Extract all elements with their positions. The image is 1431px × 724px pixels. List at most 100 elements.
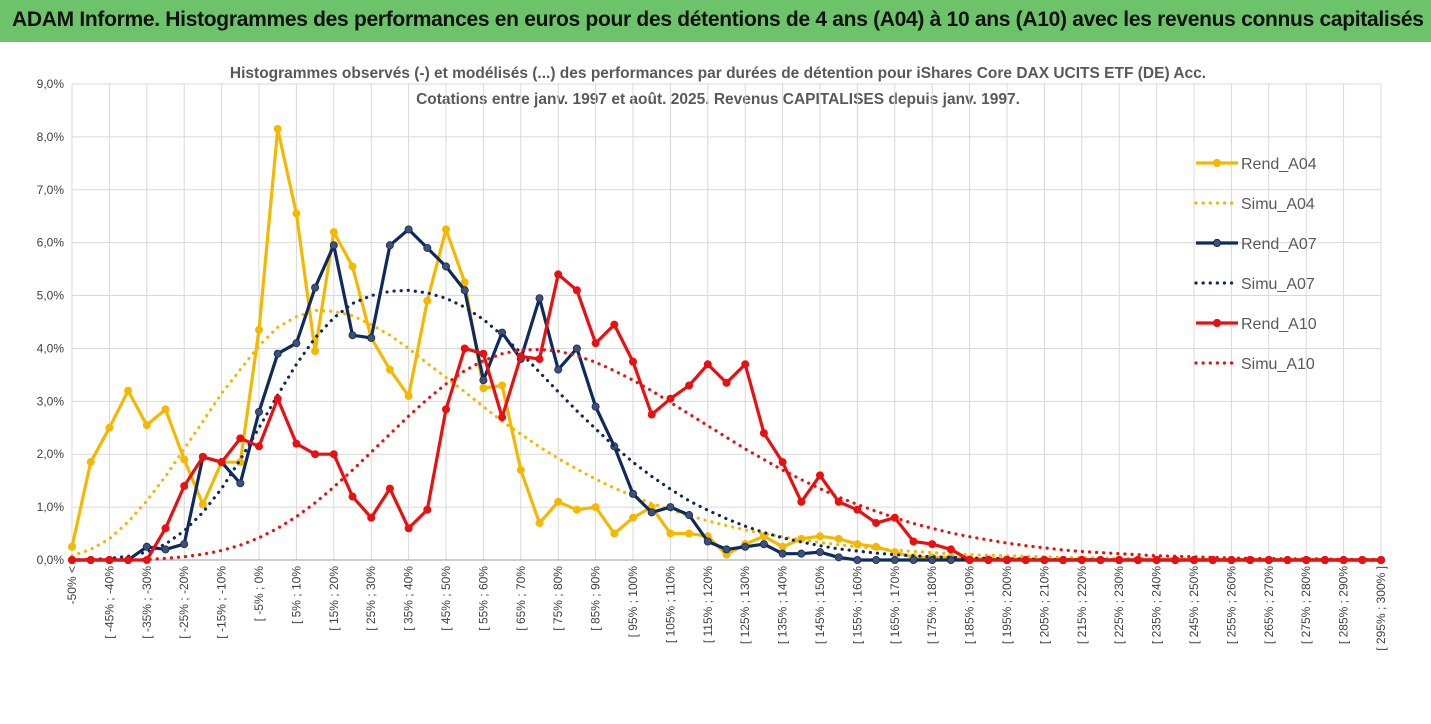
data-point-rend-a04	[292, 209, 301, 218]
data-point-rend-a04	[68, 542, 77, 551]
data-point-rend-a04	[105, 423, 114, 432]
y-tick-label: 1,0%	[37, 500, 65, 514]
x-tick-label: [ 235% ; 240%	[1150, 566, 1164, 644]
data-point-rend-a10	[554, 270, 563, 279]
y-tick-label: 4,0%	[37, 341, 65, 355]
x-tick-label: [ 155% ; 160%	[850, 566, 864, 644]
x-tick-label: [ 85% ; 90%	[589, 566, 603, 631]
data-point-rend-a10	[311, 450, 320, 459]
chart-subtitle: Cotations entre janv. 1997 et août. 2025…	[416, 91, 1020, 108]
chart-background	[0, 42, 1431, 719]
data-point-rend-a10	[329, 450, 338, 459]
x-tick-label: [ 115% ; 120%	[701, 566, 715, 643]
data-point-rend-a07	[872, 556, 881, 565]
x-tick-label: [ 215% ; 220%	[1075, 566, 1089, 644]
data-point-rend-a10	[610, 320, 619, 329]
data-point-rend-a10	[591, 339, 600, 348]
x-tick-label: [ 55% ; 60%	[476, 566, 490, 631]
x-tick-label: [ 95% ; 100%	[626, 566, 640, 638]
x-tick-label: [ 125% ; 130%	[738, 566, 752, 644]
data-point-rend-a07	[759, 540, 768, 549]
series-lines	[68, 124, 1386, 565]
data-point-rend-a10	[217, 458, 226, 467]
data-point-rend-a07	[441, 262, 450, 271]
data-point-rend-a10	[423, 505, 432, 514]
data-point-rend-a07	[741, 542, 750, 551]
legend-marker-rend-a04	[1212, 158, 1222, 168]
legend-label-rend-a04: Rend_A04	[1241, 156, 1317, 173]
data-point-rend-a04	[629, 513, 638, 522]
x-tick-label: [ 225% ; 230%	[1112, 566, 1126, 644]
data-point-rend-a10	[722, 378, 731, 387]
title-banner: ADAM Informe. Histogrammes des performan…	[0, 0, 1431, 43]
data-point-rend-a10	[1133, 556, 1142, 565]
data-point-rend-a07	[703, 537, 712, 546]
legend-marker-rend-a10	[1212, 318, 1222, 328]
data-point-rend-a04	[142, 421, 151, 430]
x-tick-label: [ -35% ; -30%	[140, 566, 154, 639]
data-point-rend-a07	[816, 548, 825, 557]
data-point-rend-a10	[928, 540, 937, 549]
performance-histogram-chart: Histogrammes observés (-) et modélisés (…	[0, 42, 1431, 719]
data-point-rend-a10	[778, 458, 787, 467]
data-point-rend-a04	[385, 365, 394, 374]
data-point-rend-a10	[629, 357, 638, 366]
y-tick-label: 6,0%	[37, 236, 65, 250]
data-point-rend-a07	[554, 365, 563, 374]
data-point-rend-a07	[797, 549, 806, 558]
data-point-rend-a10	[385, 484, 394, 493]
data-point-rend-a07	[535, 294, 544, 303]
x-tick-label: [ 25% ; 30%	[364, 566, 378, 631]
x-tick-label: [ -15% ; -10%	[215, 566, 229, 639]
data-point-rend-a04	[273, 124, 282, 133]
data-point-rend-a07	[142, 542, 151, 551]
data-point-rend-a10	[797, 497, 806, 506]
data-point-rend-a10	[647, 410, 656, 419]
data-point-rend-a07	[591, 402, 600, 411]
chart-title: Histogrammes observés (-) et modélisés (…	[230, 65, 1206, 82]
data-point-rend-a07	[329, 241, 338, 250]
data-point-rend-a10	[180, 481, 189, 490]
data-point-rend-a04	[329, 228, 338, 237]
data-point-rend-a10	[516, 352, 525, 361]
data-point-rend-a07	[890, 556, 899, 565]
data-point-rend-a04	[198, 500, 207, 509]
data-point-rend-a07	[909, 556, 918, 565]
data-point-rend-a04	[254, 325, 263, 334]
y-tick-label: 5,0%	[37, 289, 65, 303]
data-point-rend-a07	[572, 344, 581, 353]
data-point-rend-a07	[254, 407, 263, 416]
legend: Rend_A04 Simu_A04 Rend_A07 Simu_A07 Rend_A10…	[1194, 156, 1317, 373]
data-point-rend-a10	[965, 556, 974, 565]
data-point-rend-a10	[348, 492, 357, 501]
data-point-rend-a10	[498, 413, 507, 422]
data-point-rend-a10	[946, 545, 955, 554]
x-tick-label: [ 265% ; 270%	[1262, 566, 1276, 644]
x-tick-label: [ 105% ; 110%	[663, 566, 677, 643]
x-tick-label: [ 65% ; 70%	[514, 566, 528, 631]
data-point-rend-a04	[572, 505, 581, 514]
x-tick-label: [ 285% ; 290%	[1337, 566, 1351, 644]
x-tick-label: [ 145% ; 150%	[813, 566, 827, 644]
y-tick-label: 0,0%	[37, 553, 65, 567]
data-point-rend-a10	[572, 286, 581, 295]
x-tick-label: [ 75% ; 80%	[551, 566, 565, 631]
data-point-rend-a04	[535, 518, 544, 527]
data-point-rend-a07	[404, 225, 413, 234]
data-point-rend-a07	[180, 540, 189, 549]
data-point-rend-a10	[161, 524, 170, 533]
report-title: ADAM Informe. Histogrammes des performan…	[12, 8, 1424, 31]
data-point-rend-a10	[1021, 556, 1030, 565]
data-point-rend-a07	[778, 549, 787, 558]
data-point-rend-a07	[161, 545, 170, 554]
x-tick-label: [ 205% ; 210%	[1037, 566, 1051, 644]
data-point-rend-a10	[1003, 556, 1012, 565]
x-tick-label: [ 245% ; 250%	[1187, 566, 1201, 644]
data-point-rend-a10	[460, 344, 469, 353]
data-point-rend-a10	[909, 537, 918, 546]
x-tick-label: [ 5% ; 10%	[289, 566, 303, 624]
x-tick-label: [ 295% ; 300% ]	[1374, 566, 1388, 651]
y-tick-label: 8,0%	[37, 130, 65, 144]
data-point-rend-a10	[741, 360, 750, 369]
data-point-rend-a04	[161, 405, 170, 414]
